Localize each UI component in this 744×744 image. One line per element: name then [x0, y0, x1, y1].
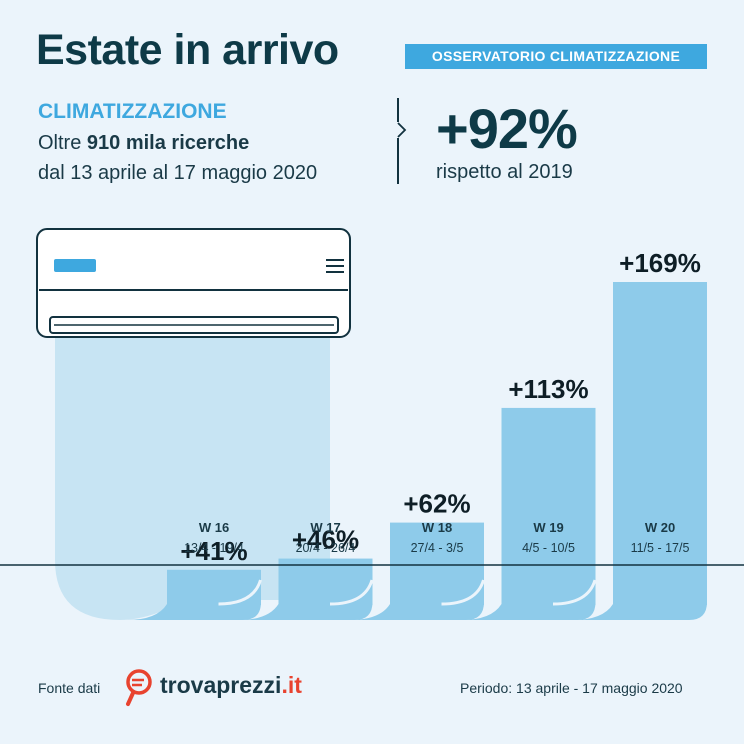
- summary-line-1-bold: 910 mila ricerche: [86, 132, 250, 154]
- ribbon-fold: [552, 579, 597, 606]
- bar: [390, 522, 484, 605]
- bar-group-2: +46%W 17 20/4 - 26/4: [238, 520, 373, 620]
- bar-value-label: +62%: [403, 489, 470, 519]
- logo-name: trovaprezzi: [160, 672, 282, 698]
- bar-category-label: W 17: [310, 520, 340, 535]
- logo-tld: .it: [281, 672, 302, 698]
- bar-group-4: +113% W 19 4/5 - 10/5: [461, 374, 596, 620]
- section-label: CLIMATIZZAZIONE: [38, 100, 227, 123]
- total-growth-value: +92%: [436, 97, 578, 160]
- logo-wordmark: trovaprezzi.it: [160, 672, 302, 699]
- bar-value-label: +169%: [619, 248, 701, 278]
- bar-date-label: 4/5 - 10/5: [522, 541, 575, 555]
- bar-category-label: W 20: [645, 520, 675, 535]
- bar-value-label: +113%: [508, 374, 588, 404]
- total-growth-caption: rispetto al 2019: [436, 161, 573, 183]
- bar-ribbon: [573, 602, 707, 620]
- bar-category-label: W 19: [533, 520, 563, 535]
- air-conditioner-icon: [36, 228, 351, 620]
- summary-line-2: dal 13 aprile al 17 maggio 2020: [38, 162, 318, 184]
- ac-unit-body: [36, 228, 351, 338]
- summary-line-1-prefix: Oltre: [38, 132, 87, 154]
- bar-group-3: +62%W 18 27/4 - 3/5: [350, 489, 484, 620]
- ribbon-fold: [329, 579, 374, 606]
- chevron-right-icon: [395, 122, 407, 138]
- bar-value-label: +46%: [292, 525, 359, 555]
- page-title: Estate in arrivo: [36, 26, 339, 74]
- summary-description: Oltre 910 mila ricerche dal 13 aprile al…: [38, 128, 317, 188]
- bar-category-label: W 16: [199, 520, 229, 535]
- bar: [501, 407, 596, 605]
- bar-ribbon: [461, 602, 596, 620]
- summary-divider: [397, 98, 399, 184]
- period-label: Periodo: 13 aprile - 17 maggio 2020: [460, 680, 683, 696]
- bar: [613, 282, 707, 605]
- bar-ribbon: [127, 602, 261, 620]
- observatory-badge: OSSERVATORIO CLIMATIZZAZIONE: [405, 44, 707, 69]
- bar-category-label: W 18: [422, 520, 452, 535]
- bar-date-label: 11/5 - 17/5: [631, 541, 690, 555]
- bar-ribbon: [238, 602, 373, 620]
- bar-group-5: +169% W 20 11/5 - 17/5: [573, 248, 707, 620]
- summary-line-1: Oltre 910 mila ricerche: [38, 128, 317, 158]
- bar-date-label: 20/4 - 26/4: [296, 541, 356, 555]
- bar-value-label: +41%: [180, 536, 247, 566]
- bar-date-label: 13/4 - 19/4: [184, 541, 244, 555]
- bar-date-label: 27/4 - 3/5: [411, 541, 464, 555]
- euro-search-icon: [126, 669, 152, 706]
- source-label: Fonte dati: [38, 680, 101, 696]
- bar: [167, 569, 261, 605]
- bar-ribbon: [350, 602, 484, 620]
- ac-airflow-beam: [55, 330, 330, 620]
- ribbon-fold: [218, 579, 262, 606]
- ac-display: [54, 259, 96, 272]
- ribbon-fold: [441, 579, 485, 606]
